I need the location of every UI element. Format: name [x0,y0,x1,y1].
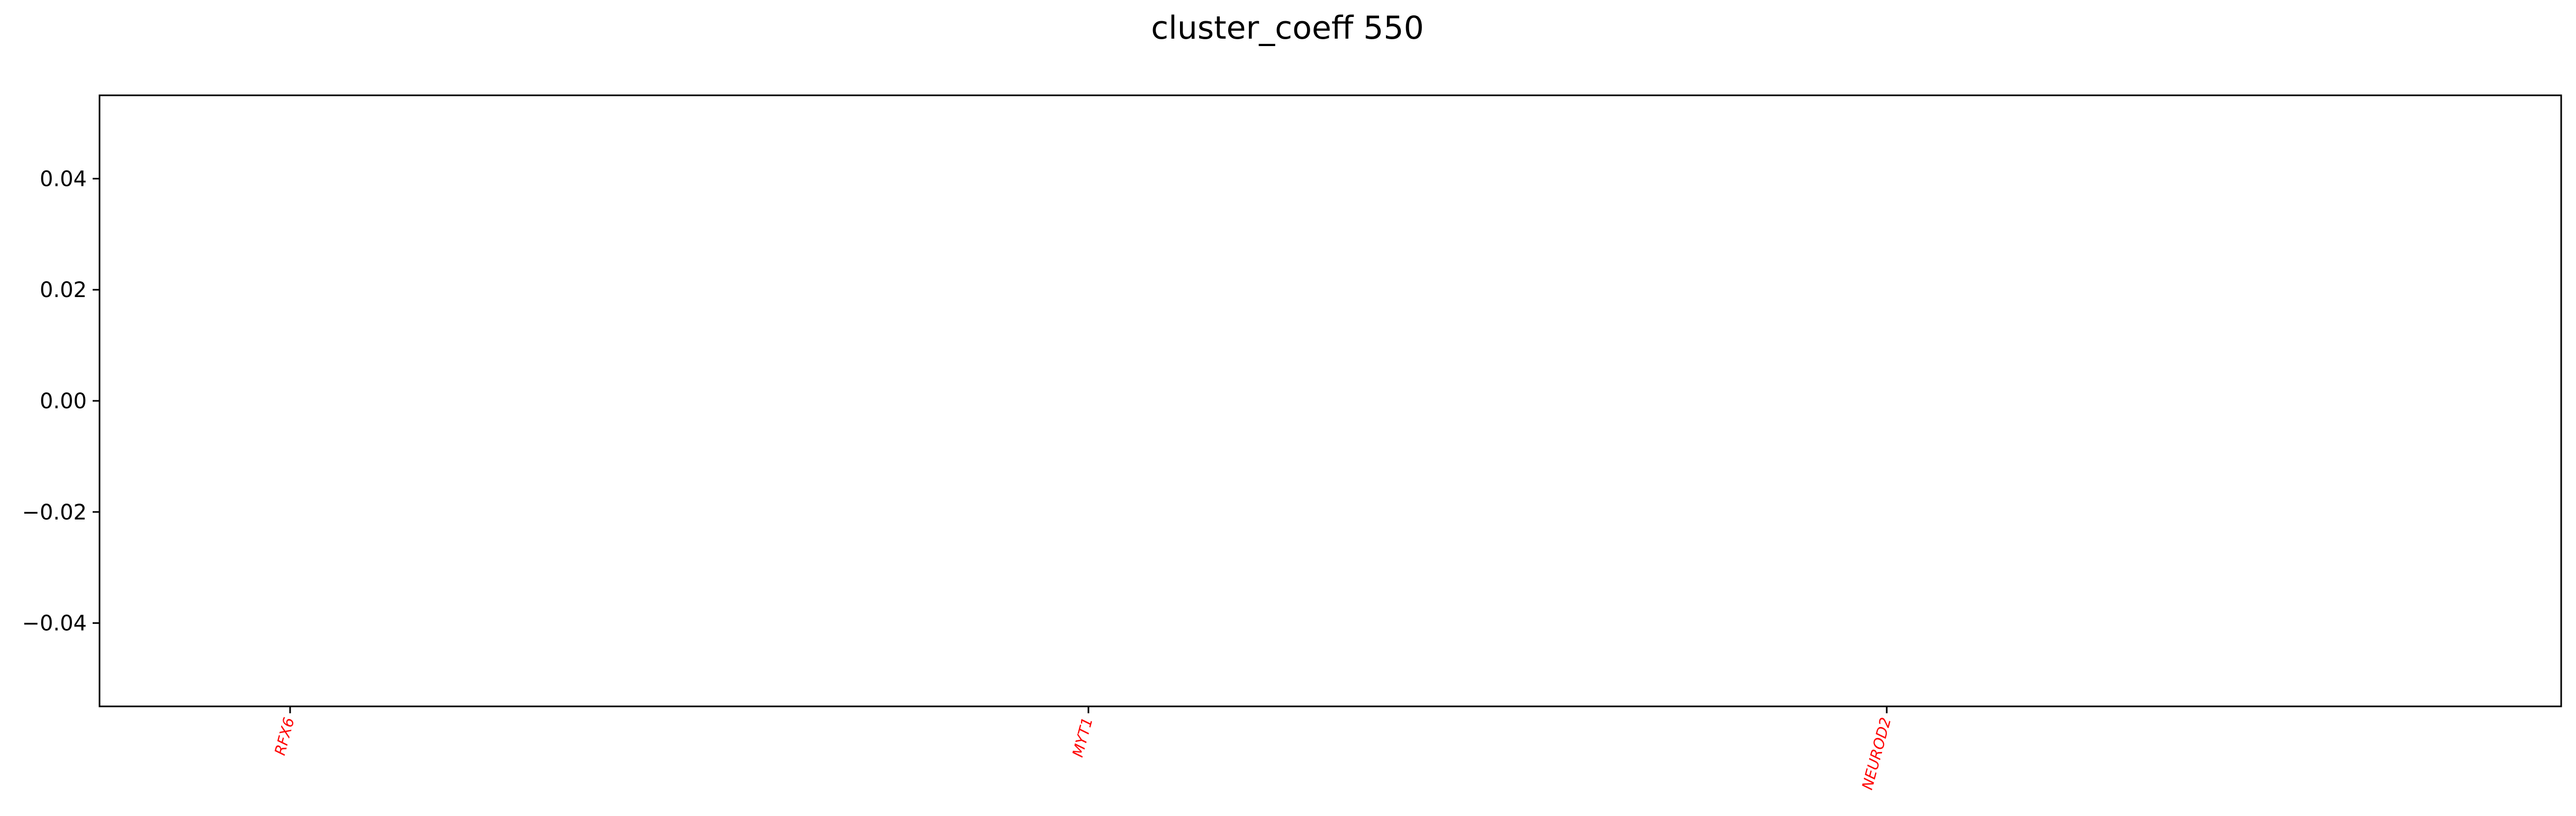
chart-title: cluster_coeff 550 [1151,10,1424,47]
y-axis: 0.04 0.02 0.00 −0.02 −0.04 [22,167,100,636]
y-tick-label: 0.04 [40,167,87,191]
y-tick-label: 0.02 [40,278,87,302]
y-tick-label: −0.04 [22,612,87,636]
y-tick-label: −0.02 [22,500,87,525]
y-tick-label: 0.00 [40,389,87,414]
plot-area-frame [98,94,2562,707]
